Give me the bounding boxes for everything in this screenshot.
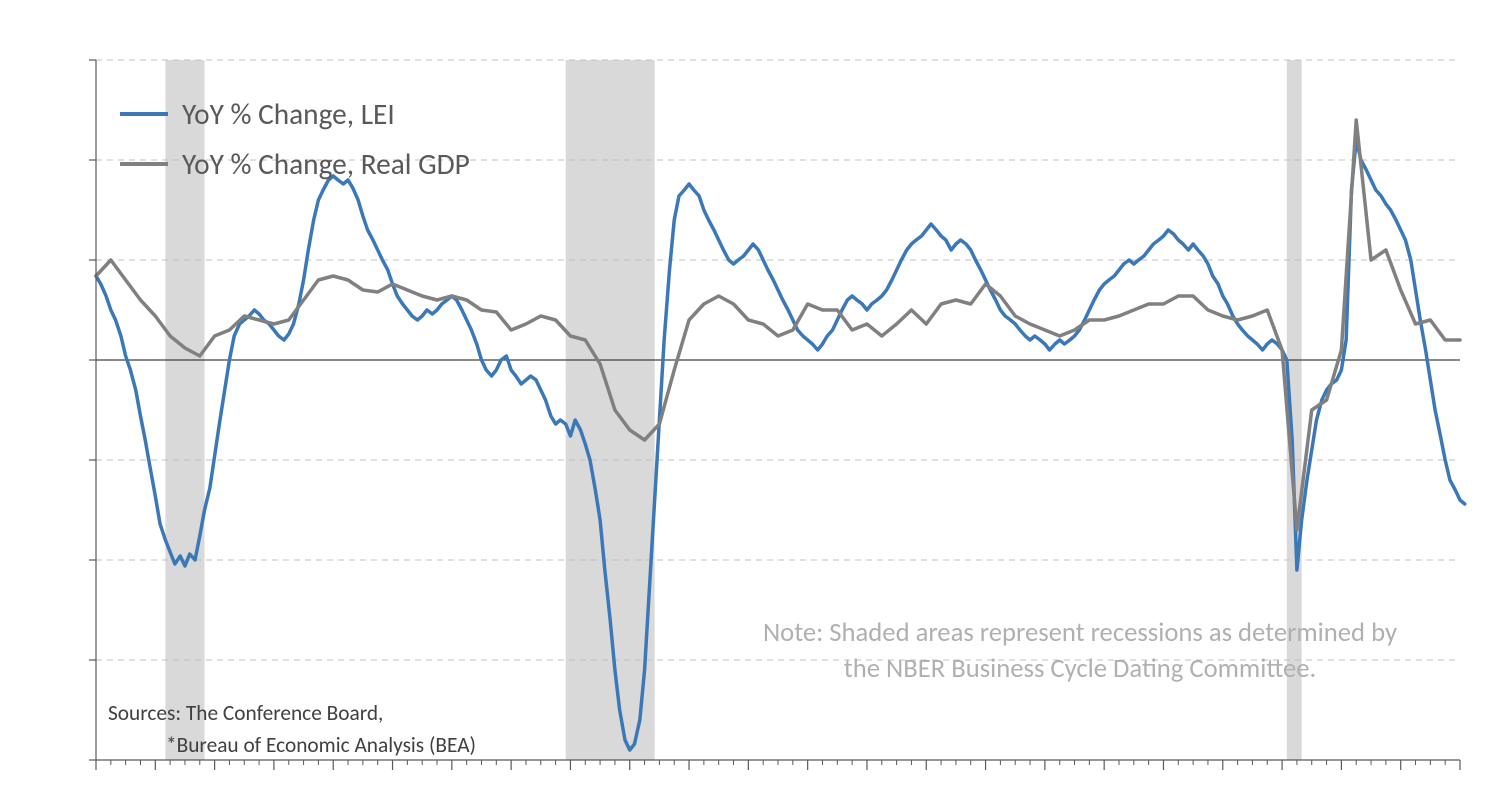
recession-note: Note: Shaded areas represent recessions … [680, 615, 1480, 687]
sources-line2: *Bureau of Economic Analysis (BEA) [108, 730, 476, 762]
legend-item-lei: YoY % Change, LEI [120, 96, 470, 132]
sources: Sources: The Conference Board, *Bureau o… [108, 698, 476, 762]
legend-label: YoY % Change, LEI [182, 96, 395, 132]
legend-label: YoY % Change, Real GDP [182, 146, 470, 182]
legend: YoY % Change, LEI YoY % Change, Real GDP [120, 96, 470, 196]
legend-swatch [120, 112, 168, 116]
legend-item-gdp: YoY % Change, Real GDP [120, 146, 470, 182]
recession-band [566, 60, 655, 760]
legend-swatch [120, 162, 168, 166]
note-line1: Note: Shaded areas represent recessions … [680, 615, 1480, 651]
sources-line1: Sources: The Conference Board, [108, 698, 476, 730]
note-line2: the NBER Business Cycle Dating Committee… [680, 651, 1480, 687]
economic-line-chart: YoY % Change, LEIYoY % Change, Real GDP … [0, 0, 1486, 807]
